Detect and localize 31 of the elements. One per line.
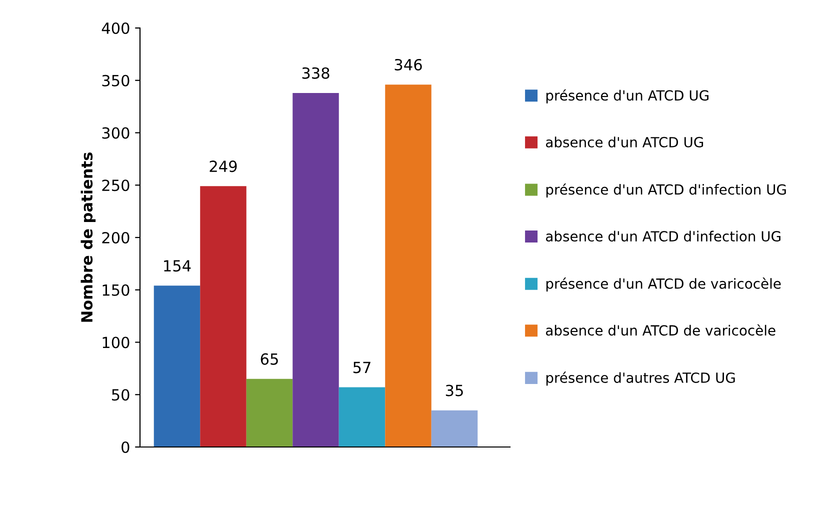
y-tick-label: 250 (102, 180, 130, 192)
y-tick-label: 100 (102, 336, 130, 348)
legend-label: absence d'un ATCD d'infection UG (546, 230, 780, 242)
legend-label: présence d'un ATCD de varicocèle (546, 278, 781, 292)
legend-label: absence d'un ATCD UG (546, 136, 704, 148)
y-tick-label: 50 (112, 389, 130, 401)
y-tick-label: 300 (102, 127, 130, 139)
data-label: 57 (353, 362, 370, 374)
bar (154, 286, 200, 447)
bar (431, 410, 478, 447)
legend-label: présence d'autres ATCD UG (546, 372, 735, 386)
data-label: 35 (446, 384, 463, 396)
bar (338, 387, 386, 447)
bar (385, 84, 432, 447)
data-label: 154 (164, 260, 191, 272)
data-label: 65 (260, 353, 278, 365)
y-tick-label: 200 (102, 232, 130, 244)
y-tick-label: 400 (102, 22, 130, 34)
data-label: 249 (210, 160, 237, 172)
y-tick-label: 150 (102, 284, 130, 296)
bar (246, 378, 293, 447)
y-axis-title: Nombre de patients (80, 152, 96, 322)
legend-label: présence d'un ATCD d'infection UG (546, 183, 786, 198)
data-label: 346 (394, 58, 422, 70)
legend-label: présence d'un ATCD UG (546, 89, 708, 104)
legend-label: absence d'un ATCD de varicocèle (546, 324, 776, 336)
y-tick-label: 0 (122, 441, 130, 454)
data-label: 338 (302, 67, 330, 79)
bar (200, 186, 246, 447)
y-tick-label: 350 (102, 74, 130, 86)
bar (292, 92, 339, 447)
